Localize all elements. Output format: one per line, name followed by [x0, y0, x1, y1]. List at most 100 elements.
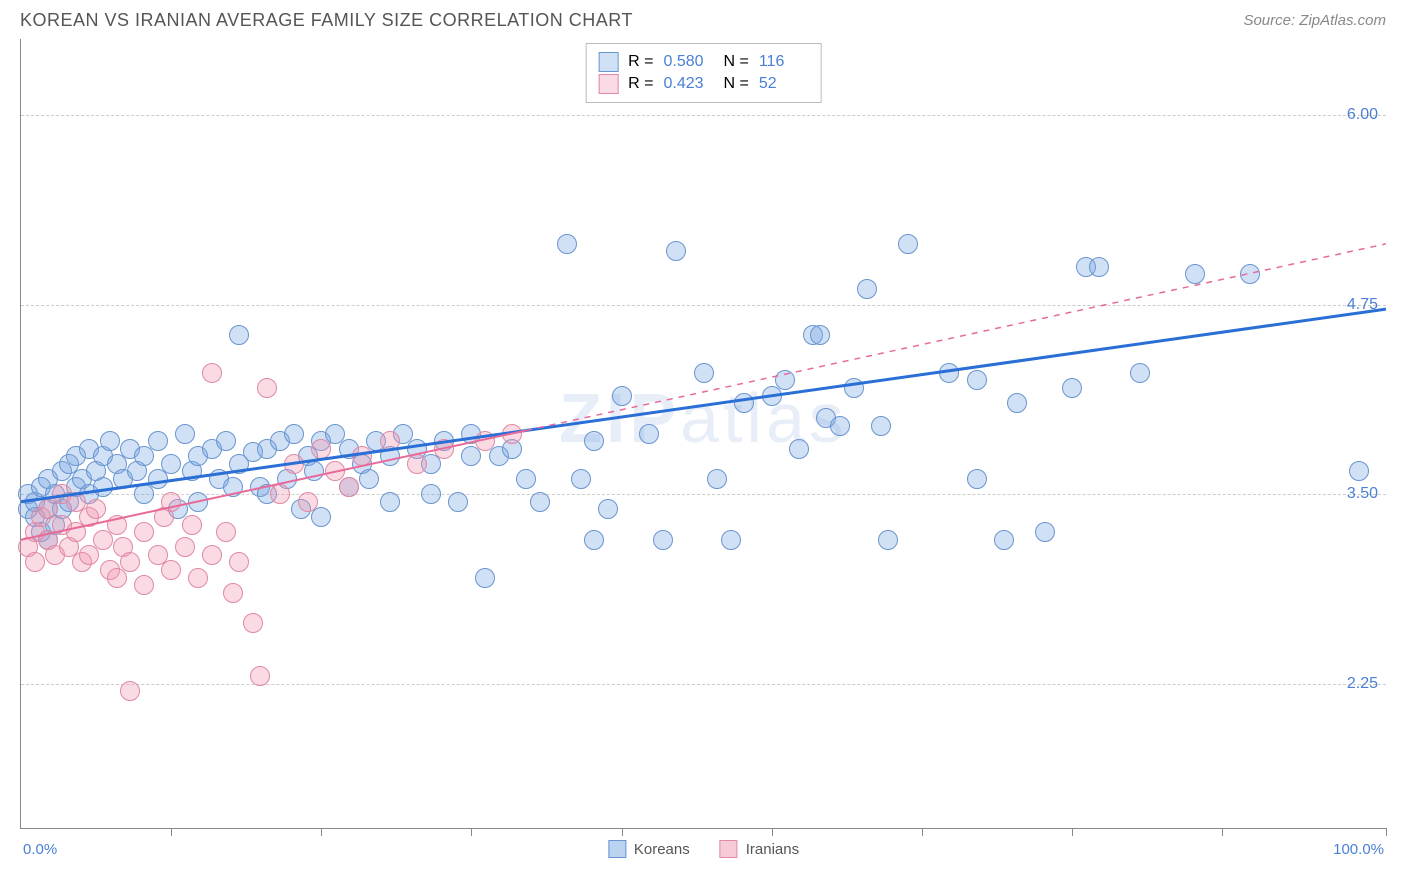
data-point — [270, 484, 290, 504]
data-point — [229, 325, 249, 345]
legend-r-value: 0.580 — [664, 53, 714, 71]
data-point — [789, 439, 809, 459]
data-point — [161, 454, 181, 474]
legend-label: Iranians — [746, 841, 799, 858]
y-tick-label: 4.75 — [1347, 296, 1378, 314]
data-point — [721, 530, 741, 550]
data-point — [120, 552, 140, 572]
gridline — [21, 684, 1386, 685]
data-point — [161, 560, 181, 580]
data-point — [707, 469, 727, 489]
data-point — [148, 431, 168, 451]
data-point — [1349, 461, 1369, 481]
data-point — [188, 568, 208, 588]
data-point — [810, 325, 830, 345]
chart-area: Average Family Size ZIPatlas 2.253.504.7… — [20, 39, 1386, 829]
data-point — [530, 492, 550, 512]
data-point — [612, 386, 632, 406]
data-point — [1007, 393, 1027, 413]
data-point — [871, 416, 891, 436]
legend-n-label: N = — [724, 75, 749, 93]
data-point — [25, 552, 45, 572]
series-legend: Koreans Iranians — [608, 840, 799, 858]
data-point — [967, 370, 987, 390]
data-point — [175, 424, 195, 444]
x-axis-max-label: 100.0% — [1333, 841, 1384, 858]
data-point — [161, 492, 181, 512]
data-point — [557, 234, 577, 254]
data-point — [1062, 378, 1082, 398]
data-point — [775, 370, 795, 390]
data-point — [202, 363, 222, 383]
data-point — [134, 522, 154, 542]
data-point — [284, 424, 304, 444]
data-point — [830, 416, 850, 436]
data-point — [939, 363, 959, 383]
data-point — [694, 363, 714, 383]
y-tick-label: 3.50 — [1347, 485, 1378, 503]
data-point — [1089, 257, 1109, 277]
data-point — [182, 515, 202, 535]
data-point — [475, 568, 495, 588]
legend-label: Koreans — [634, 841, 690, 858]
data-point — [216, 431, 236, 451]
legend-n-value: 52 — [759, 75, 809, 93]
data-point — [93, 477, 113, 497]
x-tick — [1222, 828, 1223, 836]
legend-r-label: R = — [628, 75, 653, 93]
legend-r-value: 0.423 — [664, 75, 714, 93]
data-point — [734, 393, 754, 413]
data-point — [311, 507, 331, 527]
plot-region: 2.253.504.756.00 — [21, 39, 1386, 828]
data-point — [1130, 363, 1150, 383]
data-point — [100, 431, 120, 451]
data-point — [407, 454, 427, 474]
data-point — [502, 424, 522, 444]
source-label: Source: ZipAtlas.com — [1243, 12, 1386, 29]
data-point — [475, 431, 495, 451]
data-point — [878, 530, 898, 550]
legend-item: Iranians — [720, 840, 799, 858]
x-tick — [772, 828, 773, 836]
data-point — [1240, 264, 1260, 284]
data-point — [359, 469, 379, 489]
data-point — [134, 575, 154, 595]
data-point — [380, 492, 400, 512]
legend-swatch — [598, 52, 618, 72]
gridline — [21, 115, 1386, 116]
data-point — [994, 530, 1014, 550]
data-point — [380, 431, 400, 451]
data-point — [216, 522, 236, 542]
data-point — [584, 431, 604, 451]
data-point — [653, 530, 673, 550]
data-point — [229, 552, 249, 572]
correlation-legend: R =0.580N =116R =0.423N =52 — [585, 43, 822, 103]
data-point — [844, 378, 864, 398]
x-tick — [1072, 828, 1073, 836]
data-point — [202, 545, 222, 565]
x-tick — [922, 828, 923, 836]
data-point — [352, 446, 372, 466]
data-point — [86, 499, 106, 519]
data-point — [1185, 264, 1205, 284]
data-point — [571, 469, 591, 489]
data-point — [298, 492, 318, 512]
data-point — [120, 681, 140, 701]
data-point — [516, 469, 536, 489]
data-point — [175, 537, 195, 557]
data-point — [857, 279, 877, 299]
data-point — [339, 477, 359, 497]
x-tick — [1386, 828, 1387, 836]
data-point — [243, 613, 263, 633]
x-tick — [321, 828, 322, 836]
legend-row: R =0.580N =116 — [598, 52, 809, 72]
data-point — [421, 484, 441, 504]
gridline — [21, 305, 1386, 306]
y-tick-label: 6.00 — [1347, 106, 1378, 124]
data-point — [107, 515, 127, 535]
data-point — [1035, 522, 1055, 542]
legend-swatch — [608, 840, 626, 858]
legend-n-label: N = — [724, 53, 749, 71]
x-tick — [622, 828, 623, 836]
data-point — [304, 461, 324, 481]
